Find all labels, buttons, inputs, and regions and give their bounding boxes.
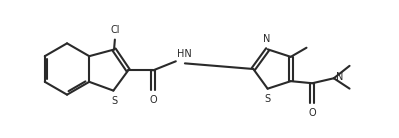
Text: N: N	[263, 34, 270, 44]
Text: N: N	[336, 72, 344, 82]
Text: O: O	[149, 95, 157, 105]
Text: S: S	[265, 94, 271, 104]
Text: HN: HN	[178, 49, 192, 59]
Text: O: O	[308, 108, 316, 118]
Text: Cl: Cl	[110, 25, 120, 35]
Text: S: S	[111, 96, 117, 106]
